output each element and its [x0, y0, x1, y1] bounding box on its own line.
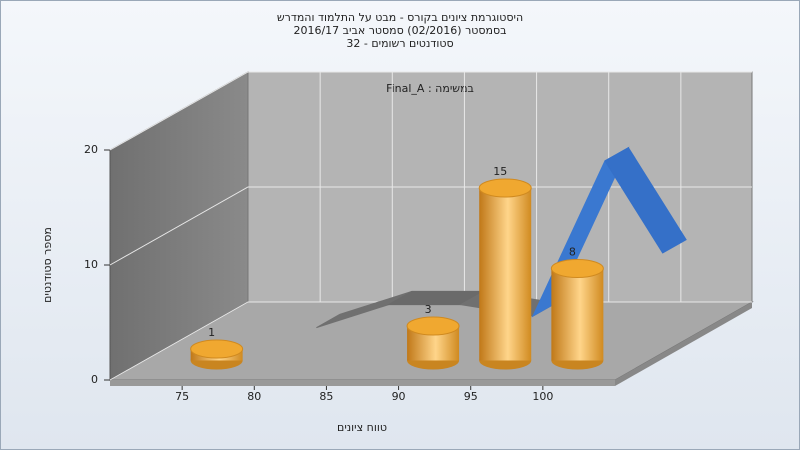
- data-label: 3: [425, 303, 432, 316]
- x-tick-label: 100: [532, 390, 553, 403]
- line-ribbon: [604, 146, 687, 254]
- data-label: 8: [569, 246, 576, 259]
- bar-top: [190, 339, 244, 359]
- x-tick-label: 75: [175, 390, 189, 403]
- title: סטודנטים רשומים - 32: [346, 37, 453, 50]
- bar-top: [550, 259, 604, 278]
- annotation: Final_A : במשימה: [386, 82, 474, 95]
- bar-top: [406, 316, 460, 336]
- y-tick-label: 20: [84, 143, 98, 156]
- floor-front: [110, 380, 615, 386]
- floor-edge: [615, 302, 752, 386]
- grid-line: [109, 186, 752, 266]
- y-axis-label: מספר סטודנטים: [41, 227, 54, 303]
- y-tick-label: 10: [84, 258, 98, 271]
- grid-line: [109, 71, 752, 151]
- bar-top: [478, 178, 532, 198]
- x-tick-label: 80: [247, 390, 261, 403]
- x-tick-label: 90: [392, 390, 406, 403]
- bar: [551, 268, 604, 361]
- x-tick-label: 85: [319, 390, 333, 403]
- title: היסטוגרמת ציונים בקורס - מבט על התלמוד ו…: [277, 11, 523, 24]
- x-axis-label: טווח ציונים: [337, 421, 387, 434]
- data-label: 15: [493, 165, 507, 178]
- data-label: 1: [208, 326, 215, 339]
- x-tick-label: 95: [464, 390, 478, 403]
- title: בסמסטר (02/2016) סמסטר אביב 2016/17: [293, 24, 506, 37]
- bar: [479, 188, 532, 361]
- y-tick-label: 0: [91, 373, 98, 386]
